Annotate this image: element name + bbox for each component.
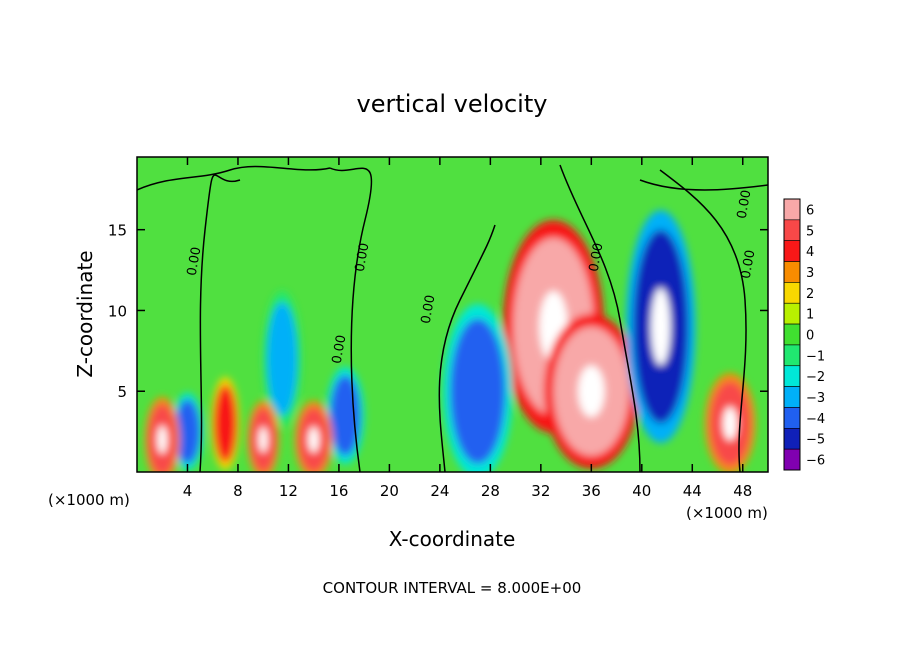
plot-field: 0.00 0.00 0.00 0.00 0.00 0.00 0.00 [137, 157, 768, 472]
x-tick-label: 28 [481, 482, 500, 500]
colorbar-label: −1 [806, 349, 825, 364]
colorbar-label: 4 [806, 245, 814, 260]
zero-contour-line [559, 164, 641, 472]
y-tick-label: 5 [117, 383, 127, 401]
x-unit-label-left: (×1000 m) [48, 491, 130, 509]
colorbar-label: −4 [806, 412, 825, 427]
colorbar-label: 5 [806, 224, 814, 239]
x-tick-label: 16 [329, 482, 348, 500]
velocity-peak [723, 406, 738, 441]
contour-label: 0.00 [587, 242, 607, 273]
colorbar-label: 0 [806, 329, 814, 344]
y-tick-label: 10 [108, 302, 127, 320]
colorbar-label: −5 [806, 433, 825, 448]
colorbar-swatch [783, 386, 801, 408]
colorbar-label: −2 [806, 370, 825, 385]
colorbar-label: −3 [806, 391, 825, 406]
colorbar-swatch [783, 261, 801, 283]
zero-contour-line [639, 179, 768, 191]
colorbar-frame [783, 198, 801, 471]
zero-contour-line [137, 165, 331, 191]
velocity-peak [308, 426, 319, 453]
velocity-peak [157, 425, 168, 454]
colorbar-label: −6 [806, 454, 825, 469]
colorbar-swatch [783, 448, 801, 471]
y-axis: 5 10 15 [108, 222, 768, 401]
x-tick-label: 44 [683, 482, 702, 500]
zero-contour-line [329, 167, 373, 472]
zero-contour-line [438, 224, 496, 472]
zero-contour-line [199, 174, 241, 472]
colorbar-swatch [783, 344, 801, 367]
contour-label: 0.00 [353, 242, 373, 273]
x-tick-label: 24 [430, 482, 449, 500]
x-tick-label: 12 [279, 482, 298, 500]
velocity-region [266, 302, 298, 416]
colorbar-label: 2 [806, 287, 814, 302]
x-tick-label: 40 [632, 482, 651, 500]
colorbar-swatch [783, 302, 801, 325]
colorbar-swatch [783, 323, 801, 346]
velocity-region [213, 384, 237, 463]
contour-label: 0.00 [185, 246, 205, 277]
contour-label: 0.00 [330, 334, 350, 365]
colorbar-swatch [783, 240, 801, 262]
y-axis-title: Z-coordinate [73, 250, 97, 377]
x-tick-label: 20 [380, 482, 399, 500]
x-tick-label: 48 [733, 482, 752, 500]
contour-interval-footer: CONTOUR INTERVAL = 8.000E+00 [323, 579, 582, 597]
colorbar-swatch [783, 219, 801, 241]
colorbar-swatch [783, 428, 801, 450]
velocity-peak [578, 365, 605, 418]
x-axis-title: X-coordinate [389, 527, 516, 551]
velocity-region [174, 399, 201, 464]
colorbar-label: 1 [806, 308, 814, 323]
x-tick-label: 36 [582, 482, 601, 500]
colorbar: 6 5 4 3 2 1 0 −1 −2 −3 −4 −5 −6 [783, 198, 825, 471]
colorbar-swatch [783, 407, 801, 429]
x-tick-label: 8 [233, 482, 243, 500]
chart-title: vertical velocity [357, 90, 548, 118]
colorbar-label: 3 [806, 266, 814, 281]
x-unit-label-right: (×1000 m) [686, 504, 768, 522]
colorbar-swatch [783, 282, 801, 304]
contour-label: 0.00 [739, 249, 759, 280]
colorbar-swatch [783, 198, 801, 221]
velocity-region [449, 318, 506, 464]
x-axis: 4 8 12 16 20 24 28 32 36 40 44 48 [183, 157, 752, 500]
contour-label: 0.00 [735, 189, 755, 220]
contour-label: 0.00 [419, 294, 439, 325]
velocity-peak [651, 287, 671, 366]
y-tick-label: 15 [108, 222, 127, 240]
velocity-peak [258, 426, 268, 453]
zero-contour-line [659, 169, 747, 472]
x-tick-label: 4 [183, 482, 193, 500]
x-tick-label: 32 [531, 482, 550, 500]
colorbar-swatch [783, 365, 801, 387]
plot-frame [136, 156, 769, 473]
colorbar-label: 6 [806, 203, 814, 218]
